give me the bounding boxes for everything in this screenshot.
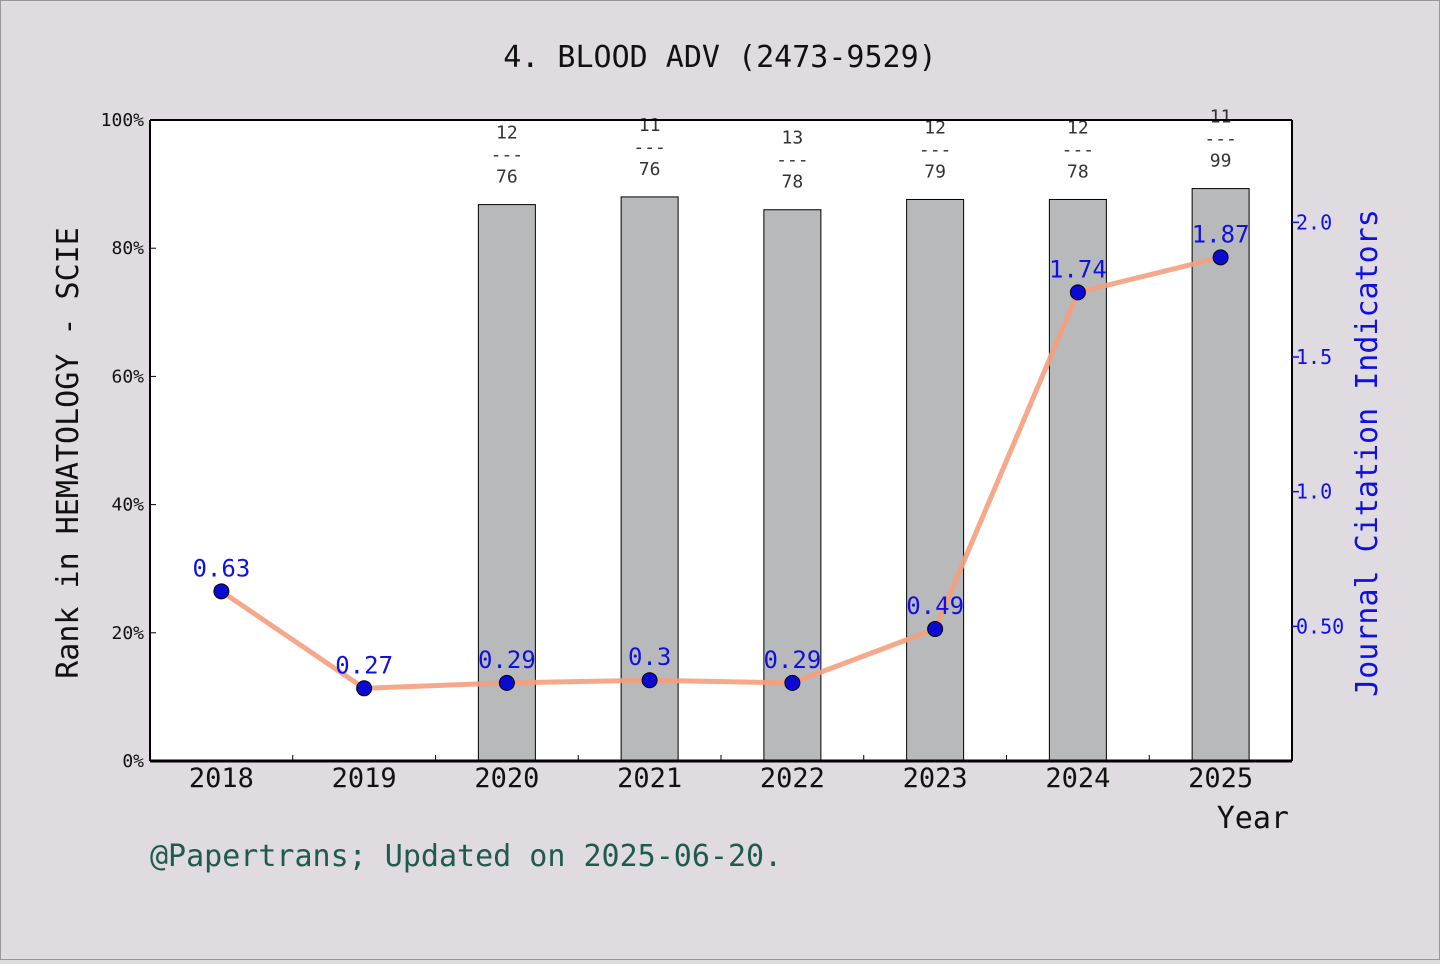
bar-rank-label: 11 <box>1210 107 1232 128</box>
jci-point-2019[interactable] <box>356 680 373 697</box>
left-tick-label: 80% <box>111 238 144 259</box>
bar-total-label: 78 <box>1067 161 1089 182</box>
x-tick-label: 2025 <box>1188 763 1253 794</box>
x-tick-label: 2019 <box>332 763 397 794</box>
jci-point-2025[interactable] <box>1212 249 1229 266</box>
x-tick-label: 2023 <box>903 763 968 794</box>
jci-point-label: 0.3 <box>628 643 671 671</box>
x-tick-label: 2021 <box>617 763 682 794</box>
left-tick-label: 40% <box>111 495 144 516</box>
bar-2025[interactable] <box>1191 188 1250 762</box>
right-tick-label: 2.0 <box>1296 210 1332 234</box>
bar-total-label: 76 <box>639 159 661 180</box>
jci-point-2018[interactable] <box>213 583 230 600</box>
right-axis-label: Journal Citation Indicators <box>1350 209 1385 697</box>
bar-rank-label: 13 <box>782 128 804 149</box>
x-tick-label: 2022 <box>760 763 825 794</box>
bar-rank-label: 11 <box>639 115 661 136</box>
plot-area <box>150 120 1292 761</box>
bar-divider-label: --- <box>776 150 809 171</box>
jci-point-2022[interactable] <box>784 674 801 691</box>
bar-2024[interactable] <box>1048 198 1107 762</box>
chart-title: 4. BLOOD ADV (2473-9529) <box>503 40 936 75</box>
bar-divider-label: --- <box>491 145 524 166</box>
bar-divider-label: --- <box>1062 139 1095 160</box>
jci-point-label: 1.74 <box>1049 255 1107 283</box>
left-axis-label: Rank in HEMATOLOGY - SCIE <box>51 227 86 679</box>
bar-2020[interactable] <box>477 204 536 762</box>
jci-point-2023[interactable] <box>927 621 944 638</box>
bar-2023[interactable] <box>906 198 965 762</box>
bar-total-label: 76 <box>496 167 518 188</box>
bar-2022[interactable] <box>763 209 822 762</box>
x-tick-label: 2024 <box>1045 763 1110 794</box>
jci-point-label: 0.63 <box>192 554 250 582</box>
left-tick-label: 100% <box>101 110 145 131</box>
bar-total-label: 78 <box>782 172 804 193</box>
bar-divider-label: --- <box>1204 129 1237 150</box>
bar-2021[interactable] <box>620 196 679 762</box>
bar-total-label: 79 <box>924 161 946 182</box>
jci-point-2020[interactable] <box>498 674 515 691</box>
bar-rank-label: 12 <box>496 123 518 144</box>
jci-point-2021[interactable] <box>641 672 658 689</box>
jci-line <box>218 254 1224 691</box>
jci-point-2024[interactable] <box>1069 284 1086 301</box>
bar-divider-label: --- <box>633 137 666 158</box>
left-tick-label: 20% <box>111 623 144 644</box>
footer-credit: @Papertrans; Updated on 2025-06-20. <box>150 839 782 874</box>
bar-rank-label: 12 <box>924 117 946 138</box>
bar-rank-label: 12 <box>1067 117 1089 138</box>
bar-total-label: 99 <box>1210 151 1232 172</box>
right-tick-label: 1.0 <box>1296 480 1332 504</box>
left-tick-label: 60% <box>111 366 144 387</box>
x-axis-label: Year <box>1217 801 1289 836</box>
x-tick-label: 2020 <box>474 763 539 794</box>
right-tick-label: 1.5 <box>1296 345 1332 369</box>
jci-point-label: 0.49 <box>906 592 964 620</box>
left-tick-label: 0% <box>122 751 144 772</box>
jci-point-label: 0.27 <box>335 651 393 679</box>
right-tick-label: 0.50 <box>1296 614 1344 638</box>
jci-point-label: 1.87 <box>1192 220 1250 248</box>
bar-divider-label: --- <box>919 139 952 160</box>
jci-point-label: 0.29 <box>763 646 821 674</box>
jci-point-label: 0.29 <box>478 646 536 674</box>
x-tick-label: 2018 <box>189 763 254 794</box>
